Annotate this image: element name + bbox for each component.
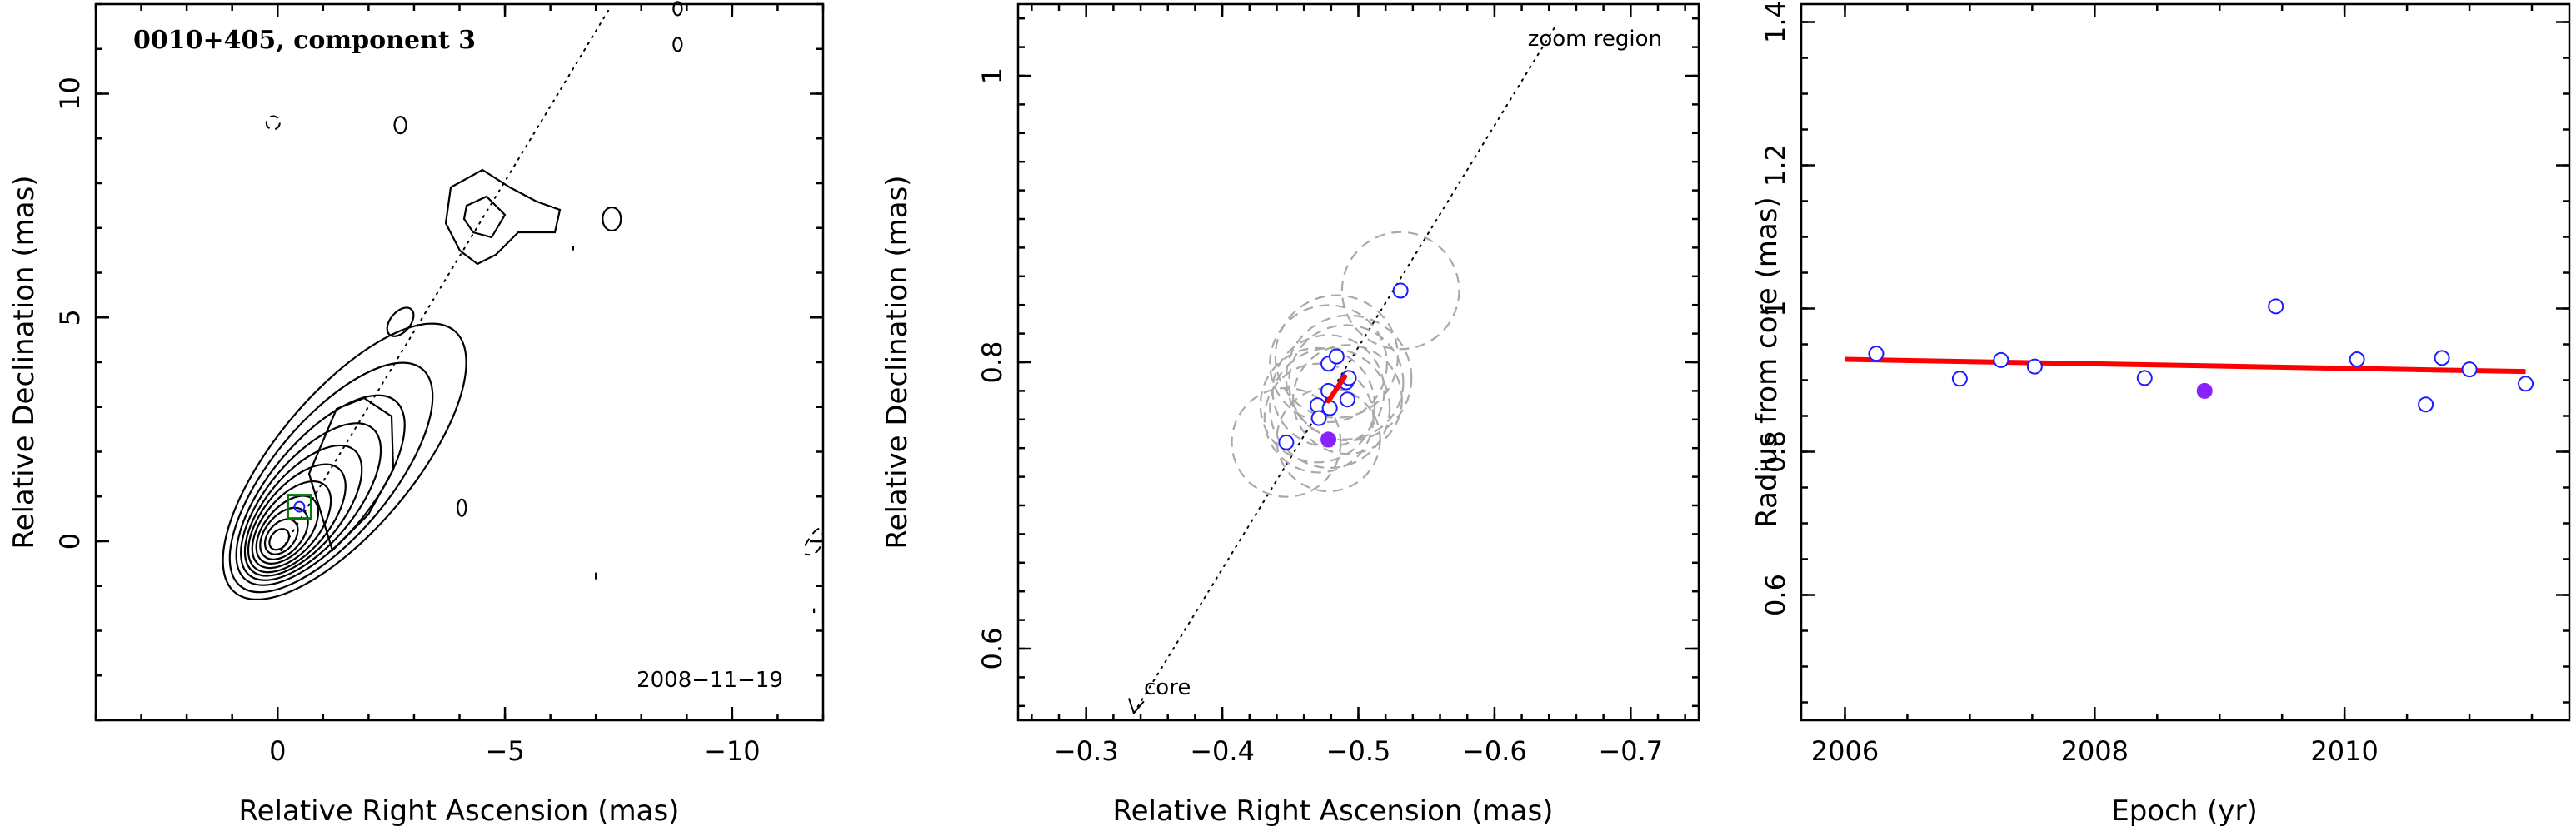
radius-marker (1993, 351, 2009, 368)
core-contour (222, 322, 467, 600)
y-tick-label: 0.8 (1760, 430, 1791, 473)
y-tick-label: 0.6 (976, 628, 1008, 670)
x-tick-label: −0.6 (1462, 735, 1527, 767)
position-marker (1328, 348, 1345, 365)
panel-3-x-axis-label: Epoch (yr) (2111, 794, 2258, 828)
y-tick-label: 0.8 (976, 341, 1008, 384)
panel-3-frame (1800, 2, 2571, 722)
radius-marker (2136, 370, 2153, 386)
y-tick-label: 1 (1760, 300, 1791, 316)
radius-marker (2434, 350, 2450, 366)
position-marker (1321, 400, 1338, 416)
jet-knot-contour (386, 306, 415, 337)
position-marker (1278, 434, 1295, 450)
panel-2-x-axis-label: Relative Right Ascension (mas) (1113, 794, 1554, 828)
radius-marker (2268, 298, 2284, 315)
x-tick-label: −0.4 (1190, 735, 1255, 767)
x-tick-label: −10 (704, 735, 761, 767)
epoch-annotation: 2008−11−19 (637, 668, 783, 693)
noise-contour (457, 498, 467, 517)
negative-contour (265, 115, 281, 131)
radius-marker (2026, 358, 2043, 375)
noise-contour (393, 116, 407, 135)
core-contour (247, 463, 347, 574)
jet-extension-contour (307, 396, 395, 553)
velocity-vector (1325, 374, 1348, 404)
panel-contour-map: 0 −5 −10 0 5 10 0010+405, component 3 2008−11… (7, 1, 825, 828)
panel-1-x-axis-label: Relative Right Ascension (mas) (239, 794, 680, 828)
error-circle (1263, 362, 1375, 474)
x-tick-label: −0.7 (1598, 735, 1663, 767)
x-tick-label: −0.3 (1054, 735, 1119, 767)
panel-1-marks: 0 −5 −10 0 5 10 (54, 2, 825, 767)
highlighted-position-marker (1320, 431, 1337, 448)
panel-radius-vs-epoch: 2006 2008 2010 0.6 0.8 1 1.2 1.4 Epoch (yr) Rad… (1750, 1, 2571, 828)
component-box (286, 494, 312, 520)
zoom-region-label: zoom region (1528, 27, 1662, 52)
panel-2-y-axis-label: Relative Declination (mas) (881, 175, 914, 549)
y-tick-label: 0 (54, 533, 86, 550)
outer-jet-contour (444, 168, 562, 266)
x-tick-label: 2010 (2310, 735, 2378, 767)
error-circle (1291, 344, 1403, 455)
x-tick-label: −0.5 (1326, 735, 1391, 767)
jet-knot-contour (602, 206, 622, 232)
radius-marker (2461, 361, 2478, 378)
core-arrow (1127, 698, 1145, 715)
radius-marker (2349, 351, 2365, 368)
error-circle (1285, 314, 1413, 442)
panel-2-frame (1016, 2, 1700, 722)
y-tick-label: 10 (54, 77, 86, 111)
radius-marker (1868, 346, 1885, 362)
error-circle (1274, 294, 1399, 419)
x-tick-label: 0 (269, 735, 286, 767)
core-contour (251, 480, 332, 570)
panel-3-y-axis-label: Radius from core (mas) (1750, 197, 1784, 527)
direction-line (1132, 24, 1557, 714)
x-tick-label: 2006 (1811, 735, 1879, 767)
fit-line (1845, 356, 2526, 375)
panel-3-marks: 2006 2008 2010 0.6 0.8 1 1.2 1.4 (1760, 1, 2569, 767)
error-circle (1269, 304, 1388, 424)
panel-zoom-scatter: −0.3 −0.4 −0.5 −0.6 −0.70.60.81 zoom region … (881, 2, 1700, 828)
panel-2-marks: −0.3 −0.4 −0.5 −0.6 −0.7 0.6 0.8 1 (976, 4, 1699, 767)
contour-map (222, 1, 825, 613)
panel-1-frame (94, 2, 825, 722)
error-circle (1276, 386, 1381, 493)
core-contour (235, 394, 406, 586)
outer-jet-inner-contour (462, 195, 507, 239)
radius-marker (2518, 376, 2534, 392)
core-contour (228, 361, 434, 594)
core-contour (243, 444, 363, 577)
noise-contour (672, 37, 683, 52)
position-marker (1310, 410, 1327, 426)
panel-1-y-axis-label: Relative Declination (mas) (7, 175, 41, 549)
position-marker (1392, 282, 1409, 299)
radius-marker (1951, 371, 1968, 387)
y-tick-label: 1 (976, 67, 1008, 84)
error-circle (1340, 231, 1460, 351)
y-tick-label: 5 (54, 309, 86, 326)
y-tick-label: 1.2 (1760, 144, 1791, 187)
noise-contour (672, 1, 683, 17)
core-contour (263, 518, 299, 555)
y-tick-label: 1.4 (1760, 1, 1791, 43)
core-contour (240, 422, 382, 581)
x-tick-label: −5 (485, 735, 524, 767)
y-tick-label: 0.6 (1760, 574, 1791, 616)
position-marker (1339, 391, 1355, 408)
panel-1-title: 0010+405, component 3 (133, 26, 476, 55)
error-circle (1269, 347, 1391, 470)
jet-direction-line (280, 7, 611, 552)
x-tick-label: 2008 (2061, 735, 2129, 767)
component-marker (293, 500, 306, 513)
error-circle (1288, 324, 1405, 440)
radius-marker (2418, 396, 2434, 413)
highlighted-radius-marker (2196, 382, 2213, 399)
core-label: core (1144, 675, 1191, 700)
